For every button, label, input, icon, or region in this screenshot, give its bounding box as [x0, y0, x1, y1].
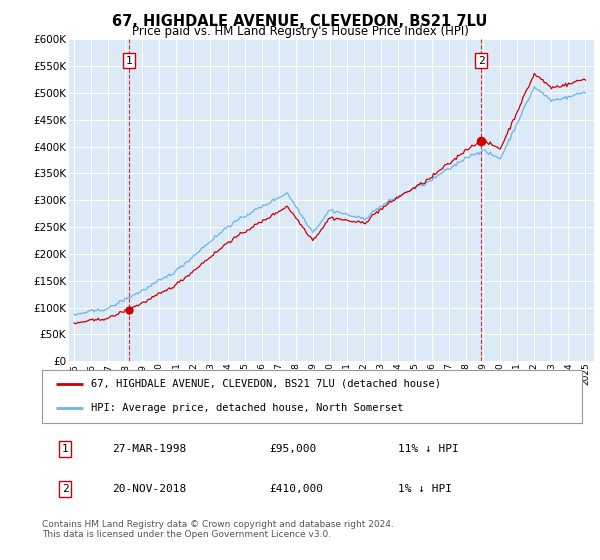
Text: 11% ↓ HPI: 11% ↓ HPI: [398, 444, 459, 454]
Text: 67, HIGHDALE AVENUE, CLEVEDON, BS21 7LU (detached house): 67, HIGHDALE AVENUE, CLEVEDON, BS21 7LU …: [91, 379, 440, 389]
Text: 1% ↓ HPI: 1% ↓ HPI: [398, 484, 452, 494]
Text: £95,000: £95,000: [269, 444, 316, 454]
Point: [476, 137, 486, 146]
Text: 1: 1: [125, 55, 133, 66]
Text: 2: 2: [478, 55, 485, 66]
Text: 2: 2: [62, 484, 68, 494]
Point: [124, 306, 134, 315]
Text: £410,000: £410,000: [269, 484, 323, 494]
Text: 20-NOV-2018: 20-NOV-2018: [112, 484, 187, 494]
Text: 1: 1: [62, 444, 68, 454]
Text: HPI: Average price, detached house, North Somerset: HPI: Average price, detached house, Nort…: [91, 403, 403, 413]
Text: Price paid vs. HM Land Registry's House Price Index (HPI): Price paid vs. HM Land Registry's House …: [131, 25, 469, 38]
Text: 67, HIGHDALE AVENUE, CLEVEDON, BS21 7LU: 67, HIGHDALE AVENUE, CLEVEDON, BS21 7LU: [112, 14, 488, 29]
Text: 27-MAR-1998: 27-MAR-1998: [112, 444, 187, 454]
Text: Contains HM Land Registry data © Crown copyright and database right 2024.
This d: Contains HM Land Registry data © Crown c…: [42, 520, 394, 539]
